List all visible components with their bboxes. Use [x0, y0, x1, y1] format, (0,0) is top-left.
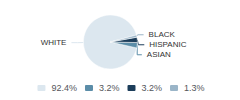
- svg-text:HISPANIC: HISPANIC: [149, 40, 186, 49]
- svg-text:92.4%: 92.4%: [51, 83, 77, 93]
- svg-text:WHITE: WHITE: [41, 38, 67, 47]
- svg-text:BLACK: BLACK: [149, 30, 176, 39]
- svg-text:3.2%: 3.2%: [99, 83, 120, 93]
- svg-text:3.2%: 3.2%: [142, 83, 163, 93]
- svg-text:ASIAN: ASIAN: [147, 50, 171, 59]
- svg-text:1.3%: 1.3%: [184, 83, 205, 93]
